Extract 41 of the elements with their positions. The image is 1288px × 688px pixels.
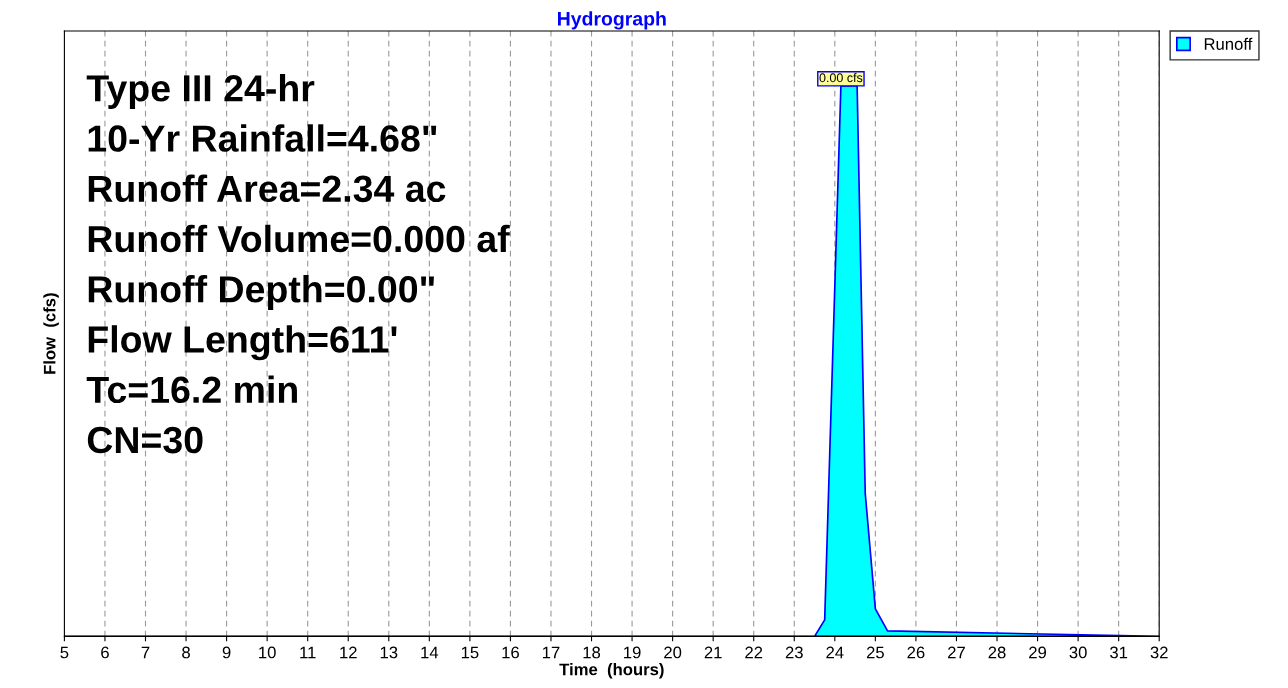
- x-tick-label: 7: [141, 646, 150, 659]
- x-tick-label: 29: [1029, 646, 1047, 659]
- annotation: Tc=16.2 min: [86, 375, 297, 404]
- x-tick-label: 21: [704, 646, 722, 659]
- x-tick-label: 25: [866, 646, 884, 659]
- x-tick-label: 24: [826, 646, 844, 659]
- x-tick-label: 15: [461, 646, 479, 659]
- annotation: 0.00 cfs: [819, 72, 863, 83]
- annotation: Flow Length=611': [88, 325, 397, 361]
- x-tick-label: 9: [222, 646, 231, 659]
- annotation: Type III 24-hr: [86, 74, 315, 109]
- x-tick-label: 30: [1069, 646, 1087, 659]
- x-tick-label: 18: [583, 646, 601, 659]
- x-tick-label: 10: [259, 646, 276, 659]
- x-tick-label: 23: [785, 646, 803, 659]
- x-tick-label: 19: [624, 646, 641, 659]
- x-tick-label: 17: [542, 646, 560, 659]
- x-tick-label: 5: [60, 646, 69, 659]
- x-tick-label: 22: [745, 646, 763, 659]
- annotation: Runoff Depth=0.00": [88, 275, 434, 310]
- x-tick-label: 13: [380, 646, 398, 659]
- x-tick-label: 12: [340, 646, 357, 659]
- x-tick-label: 28: [988, 646, 1006, 659]
- x-tick-label: 14: [421, 646, 439, 659]
- y-axis-title: Flow (cfs): [43, 293, 59, 374]
- x-tick-label: 26: [907, 646, 925, 659]
- annotation: 10-Yr Rainfall=4.68": [88, 124, 437, 152]
- legend-label: Runoff: [1204, 37, 1253, 50]
- x-tick-label: 32: [1150, 646, 1168, 659]
- annotation: CN=30: [87, 426, 203, 454]
- x-tick-label: 16: [502, 646, 519, 659]
- annotation: Runoff Area=2.34 ac: [88, 174, 446, 203]
- x-tick-label: 8: [182, 646, 190, 659]
- chart-title: Hydrograph: [558, 11, 666, 30]
- x-tick-label: 11: [300, 646, 316, 659]
- x-tick-label: 20: [664, 646, 682, 659]
- annotation: Runoff Volume=0.000 af: [88, 224, 510, 253]
- x-axis-title: Time (hours): [559, 663, 664, 679]
- x-tick-label: 6: [101, 646, 109, 659]
- x-tick-label: 27: [948, 646, 965, 659]
- x-tick-label: 31: [1110, 646, 1128, 659]
